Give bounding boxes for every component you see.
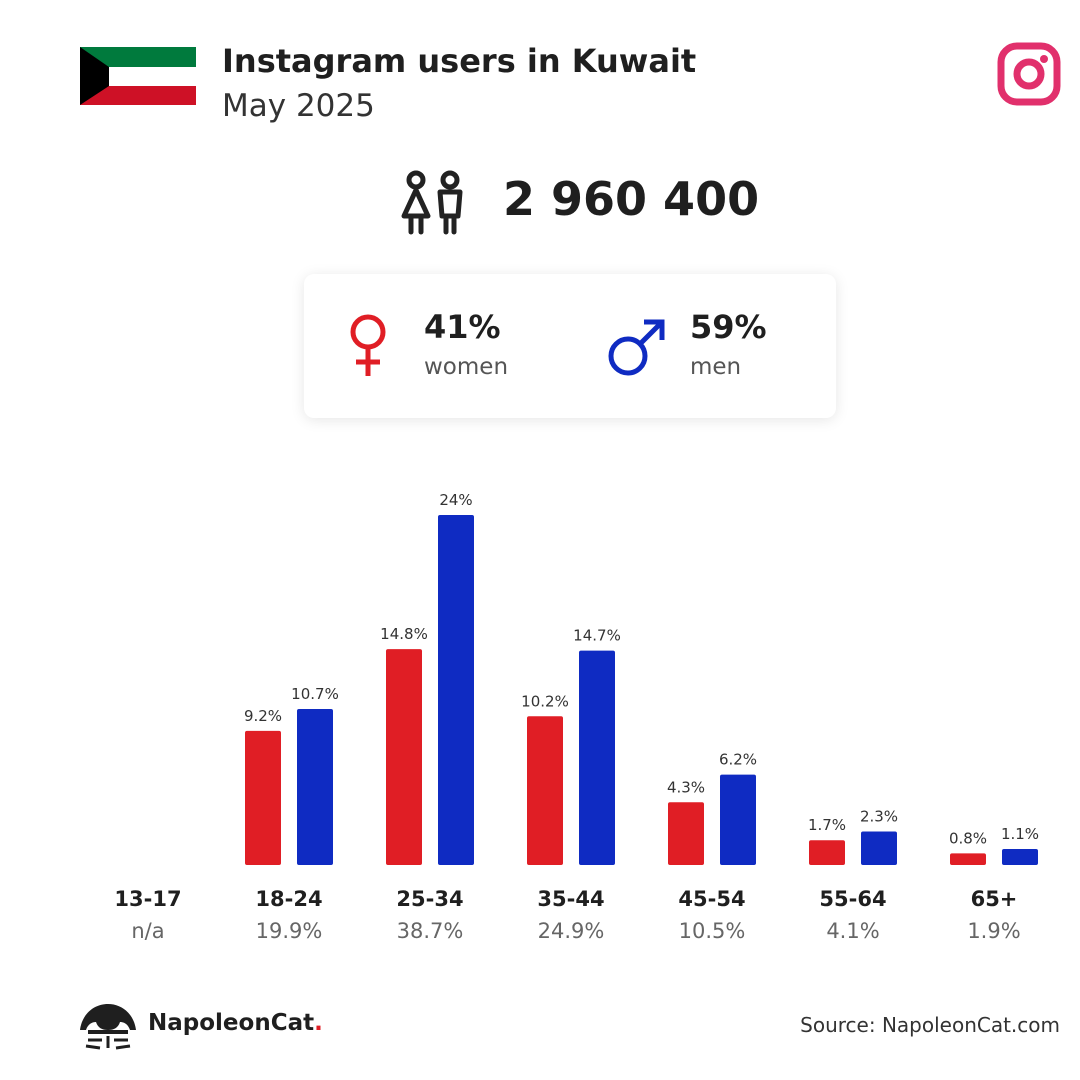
page-subtitle: May 2025 (222, 88, 375, 124)
bar-label-45-54-series-0: 4.3% (667, 778, 705, 796)
bar-65+-series-1 (1002, 848, 1038, 865)
female-icon (350, 314, 386, 376)
kuwait-flag-icon (80, 47, 196, 105)
bar-65+-series-0 (950, 853, 986, 865)
instagram-icon (997, 42, 1061, 106)
page-title: Instagram users in Kuwait (222, 42, 697, 80)
age-group-total: 24.9% (538, 919, 605, 943)
bar-45-54-series-1 (720, 774, 756, 865)
gender-card: 41% women 59% men (304, 274, 836, 418)
age-group-total: 4.1% (826, 919, 879, 943)
bar-25-34-series-1 (438, 515, 474, 865)
bar-25-34-series-0 (386, 649, 422, 865)
bar-18-24-series-0 (245, 730, 281, 865)
bar-label-25-34-series-1: 24% (439, 491, 472, 509)
brand-name: NapoleonCat. (148, 1010, 323, 1036)
bar-label-55-64-series-0: 1.7% (808, 816, 846, 834)
age-group-label: 55-64 (819, 887, 886, 911)
source-text: Source: NapoleonCat.com (800, 1013, 1060, 1037)
age-group-label: 65+ (971, 887, 1018, 911)
age-group-total: 1.9% (967, 919, 1020, 943)
bar-55-64-series-1 (861, 831, 897, 865)
male-icon (608, 319, 665, 376)
age-group-total: 19.9% (256, 919, 323, 943)
bar-label-25-34-series-0: 14.8% (380, 625, 428, 643)
bar-45-54-series-0 (668, 802, 704, 865)
bar-35-44-series-0 (527, 716, 563, 865)
age-group-total: 10.5% (679, 919, 746, 943)
bar-label-35-44-series-1: 14.7% (573, 627, 621, 645)
bar-label-18-24-series-1: 10.7% (291, 685, 339, 703)
bar-label-65+-series-1: 1.1% (1001, 825, 1039, 843)
bar-label-45-54-series-1: 6.2% (719, 751, 757, 769)
bar-35-44-series-1 (579, 650, 615, 865)
age-group-total: n/a (131, 919, 164, 943)
brand-dot: . (314, 1010, 323, 1036)
age-group-label: 18-24 (255, 887, 322, 911)
bar-label-55-64-series-1: 2.3% (860, 807, 898, 825)
bar-label-35-44-series-0: 10.2% (521, 692, 569, 710)
men-label: men (690, 354, 742, 380)
age-group-label: 45-54 (678, 887, 745, 911)
age-group-label: 35-44 (537, 887, 604, 911)
age-group-total: 38.7% (397, 919, 464, 943)
men-percentage: 59% (690, 308, 767, 346)
age-group-label: 13-17 (114, 887, 181, 911)
bar-label-18-24-series-0: 9.2% (244, 707, 282, 725)
bar-label-65+-series-0: 0.8% (949, 829, 987, 847)
women-label: women (424, 354, 509, 380)
women-percentage: 41% (424, 308, 501, 346)
bar-18-24-series-1 (297, 708, 333, 865)
napoleoncat-logo-icon (80, 1004, 136, 1050)
age-gender-bar-chart: 13-17 n/a 9.2% 10.7% 18-24 19.9% 14.8% 24% 25-34… (114, 491, 1039, 943)
total-users-value: 2 960 400 (503, 172, 760, 226)
bar-55-64-series-0 (809, 840, 845, 865)
people-icon (401, 170, 463, 235)
age-group-label: 25-34 (396, 887, 463, 911)
